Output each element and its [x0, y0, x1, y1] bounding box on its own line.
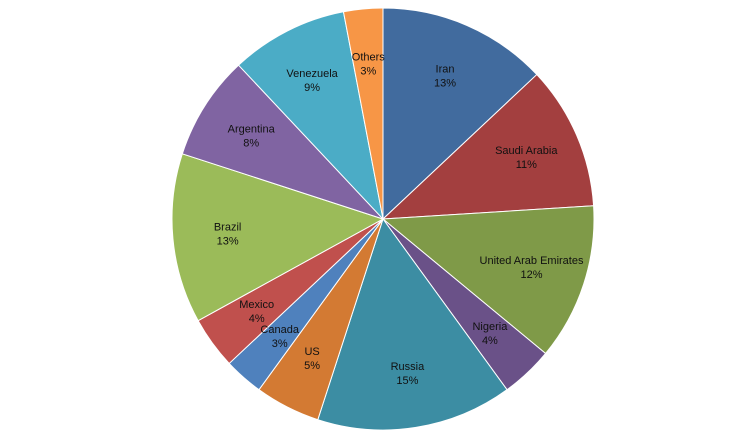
slice-percent-mexico: 4% [249, 313, 265, 325]
slice-label-us: US [304, 346, 319, 358]
pie-slice-saudi-arabia [381, 73, 595, 220]
slice-label-iran: Iran [436, 64, 455, 76]
pie-slice-others [342, 7, 384, 220]
pie-labels: Iran 13% Saudi Arabia 11% United Arab Emirat… [214, 52, 584, 388]
slice-percent-brazil: 13% [217, 236, 239, 248]
pie-slice-united-arab-emirates [381, 205, 595, 355]
slice-label-united-arab-emirates: United Arab Emirates [480, 255, 584, 267]
pie-slice-venezuela [237, 11, 384, 221]
slice-percent-us: 5% [304, 360, 320, 372]
slice-percent-iran: 13% [434, 78, 456, 90]
slice-percent-russia: 15% [396, 375, 418, 387]
pie-slice-russia [317, 217, 508, 430]
slice-label-nigeria: Nigeria [472, 321, 508, 333]
slice-label-saudi-arabia: Saudi Arabia [495, 145, 558, 157]
slice-label-others: Others [352, 52, 386, 64]
pie-slices [171, 7, 595, 430]
slice-label-brazil: Brazil [214, 222, 242, 234]
pie-slice-brazil [171, 153, 385, 322]
pie-slice-iran [382, 7, 538, 221]
slice-percent-venezuela: 9% [304, 82, 320, 94]
slice-label-canada: Canada [260, 324, 299, 336]
pie-slice-argentina [181, 64, 384, 220]
slice-percent-saudi-arabia: 11% [516, 159, 537, 171]
slice-percent-others: 3% [360, 66, 376, 78]
slice-label-mexico: Mexico [239, 299, 274, 311]
slice-percent-canada: 3% [272, 338, 288, 350]
slice-percent-united-arab-emirates: 12% [520, 269, 542, 281]
slice-percent-argentina: 8% [243, 137, 259, 149]
slice-percent-nigeria: 4% [482, 335, 498, 347]
slice-label-russia: Russia [391, 361, 426, 373]
slice-label-venezuela: Venezuela [286, 68, 338, 80]
slice-label-argentina: Argentina [228, 123, 276, 135]
